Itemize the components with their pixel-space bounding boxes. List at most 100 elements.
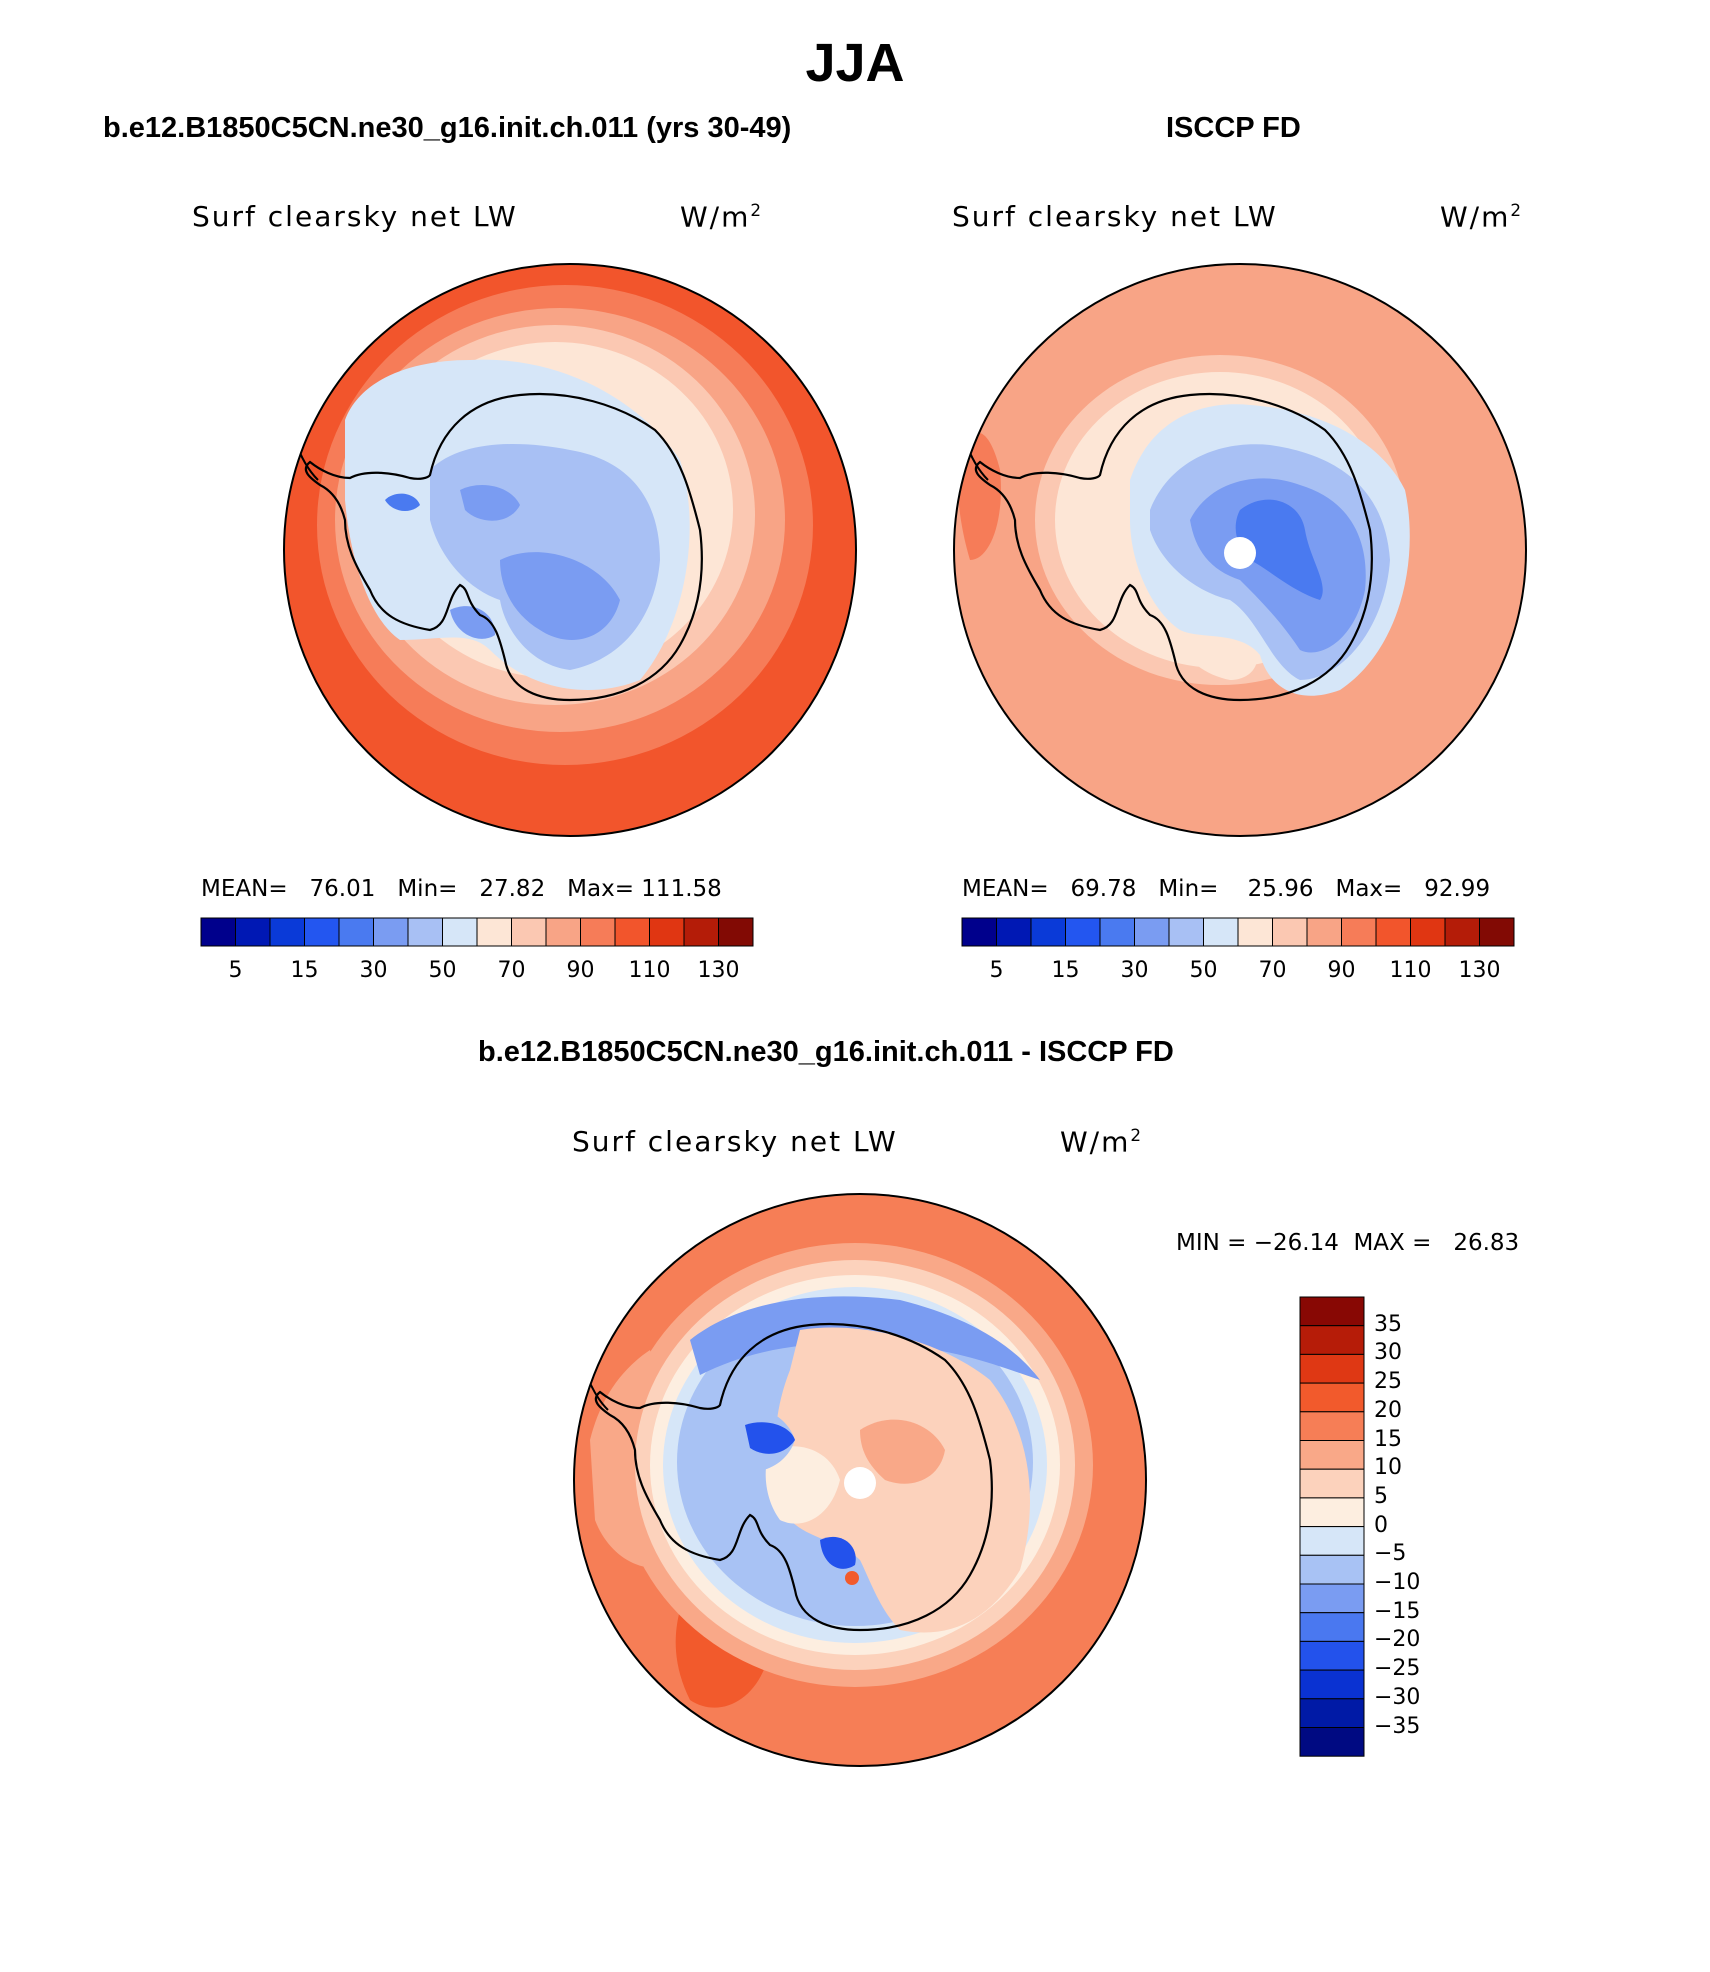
panel-2-colorbar-swatch — [1479, 917, 1515, 947]
panel-1-field-30b — [460, 485, 520, 521]
panel-2-colorbar-swatch — [1099, 917, 1135, 947]
panel-2-colorbar-swatch — [1134, 917, 1170, 947]
panel-3-colorbar-swatch — [1299, 1497, 1365, 1528]
panel-1-field-30 — [500, 552, 620, 640]
panel-3-map — [574, 1194, 1146, 1766]
panel-3-colorbar-tick-label: −20 — [1374, 1627, 1421, 1653]
panel-2-colorbar-swatch — [1306, 917, 1342, 947]
panel-1-colorbar-tick-label: 130 — [697, 958, 740, 983]
panel-1-colorbar-swatch — [269, 917, 305, 947]
panel-2-antarctica-coastline — [974, 392, 1373, 702]
panel-1-colorbar-tick-label: 15 — [290, 958, 319, 983]
panel-3-colorbar-swatch — [1299, 1440, 1365, 1470]
panel-2-colorbar-tick-label: 110 — [1389, 958, 1432, 983]
panel-3-ross-pos — [845, 1571, 859, 1585]
panel-2-colorbar-swatch — [1203, 917, 1239, 947]
panel-2-colorbar-swatch — [1272, 917, 1308, 947]
panel-2-colorbar-swatch — [1168, 917, 1204, 947]
panel-3-heading: b.e12.B1850C5CN.ne30_g16.init.ch.011 - I… — [478, 1036, 1174, 1068]
panel-1-antarctica-coastline — [304, 392, 703, 702]
panel-1-colorbar — [200, 917, 754, 947]
panel-2-colorbar-swatch — [1065, 917, 1101, 947]
panel-2-colorbar-tick-label: 130 — [1458, 958, 1501, 983]
panel-2-colorbar-tick-label: 15 — [1051, 958, 1080, 983]
panel-1-heading: b.e12.B1850C5CN.ne30_g16.init.ch.011 (yr… — [103, 112, 792, 144]
panel-2-variable-label: Surf clearsky net LW — [952, 200, 1278, 233]
panel-2-colorbar-swatch — [1341, 917, 1377, 947]
panel-1-colorbar-swatch — [649, 917, 685, 947]
panel-3-colorbar-swatch — [1299, 1325, 1365, 1355]
panel-3-colorbar-tick-label: −15 — [1374, 1598, 1421, 1624]
page-title: JJA — [805, 33, 905, 93]
panel-3-colorbar-tick-label: 10 — [1374, 1455, 1402, 1481]
panel-1-colorbar-swatch — [338, 917, 374, 947]
panel-1-stats: MEAN= 76.01 Min= 27.82 Max= 111.58 — [201, 876, 722, 902]
panel-1-colorbar-swatch — [235, 917, 271, 947]
panel-3-antarctica-coastline — [594, 1322, 993, 1632]
panel-2-colorbar-tick-label: 5 — [989, 958, 1004, 983]
panel-1-colorbar-swatch — [476, 917, 512, 947]
panel-3-variable-label: Surf clearsky net LW — [572, 1125, 898, 1158]
panel-1-colorbar-swatch — [718, 917, 754, 947]
panel-1-colorbar-swatch — [442, 917, 478, 947]
panel-3-colorbar-tick-label: −10 — [1374, 1570, 1421, 1595]
panel-2-heading: ISCCP FD — [1166, 112, 1301, 144]
panel-2-colorbar-tick-label: 70 — [1258, 958, 1287, 983]
panel-3-colorbar-tick-label: −30 — [1374, 1684, 1421, 1710]
panel-2-colorbar-swatch — [1375, 917, 1411, 947]
panel-2-colorbar-swatch — [1410, 917, 1446, 947]
panel-1-colorbar-swatch — [304, 917, 340, 947]
panel-3-colorbar-swatch — [1299, 1640, 1365, 1671]
panel-3-colorbar-swatch — [1299, 1526, 1365, 1556]
panel-2-units: W/m2 — [1440, 200, 1524, 234]
panel-3-colorbar-swatch — [1299, 1727, 1365, 1757]
panel-2-field-edge-70 — [1180, 640, 1258, 680]
panel-2-map — [954, 264, 1526, 836]
panel-1-colorbar-swatch — [511, 917, 547, 947]
panel-2-map-border — [953, 263, 1527, 837]
panel-3-colorbar-swatch — [1299, 1382, 1365, 1413]
panel-3-colorbar-swatch — [1299, 1612, 1365, 1642]
panel-3-map-border — [573, 1193, 1147, 1767]
panel-1-colorbar-tick-label: 5 — [228, 958, 243, 983]
panel-3-colorbar — [1299, 1296, 1365, 1757]
panel-3-colorbar-swatch — [1299, 1296, 1365, 1327]
panel-2-colorbar-swatch — [961, 917, 997, 947]
panel-1-colorbar-swatch — [200, 917, 236, 947]
panel-1-colorbar-swatch — [683, 917, 719, 947]
panel-3-pole-hole — [844, 1467, 876, 1499]
panel-3-colorbar-tick-label: 0 — [1374, 1512, 1388, 1538]
panel-3-colorbar-tick-label: 5 — [1374, 1483, 1388, 1509]
panel-3-colorbar-swatch — [1299, 1669, 1365, 1700]
panel-2-colorbar-swatch — [1237, 917, 1273, 947]
panel-3-colorbar-swatch — [1299, 1583, 1365, 1614]
panel-3-interior-10 — [860, 1419, 945, 1484]
panel-2-colorbar-tick-label: 30 — [1120, 958, 1149, 983]
panel-1-colorbar-tick-label: 50 — [428, 958, 457, 983]
panel-3-colorbar-tick-label: −35 — [1374, 1713, 1421, 1739]
panel-2-colorbar-swatch — [996, 917, 1032, 947]
panel-3-interior-neutral — [765, 1446, 840, 1524]
panel-2-colorbar-swatch — [1444, 917, 1480, 947]
panel-3-units: W/m2 — [1060, 1125, 1144, 1159]
panel-1-colorbar-swatch — [373, 917, 409, 947]
panel-3-colorbar-tick-label: 20 — [1374, 1397, 1402, 1423]
panel-1-colorbar-tick-label: 110 — [628, 958, 671, 983]
panel-1-colorbar-swatch — [614, 917, 650, 947]
panel-3-coast-neg20 — [745, 1422, 795, 1454]
panel-3-stats: MIN = −26.14 MAX = 26.83 — [1176, 1230, 1520, 1256]
panel-3-ross-neg — [820, 1536, 856, 1569]
panel-1-colorbar-swatch — [580, 917, 616, 947]
panel-3-colorbar-swatch — [1299, 1353, 1365, 1384]
panel-3-colorbar-swatch — [1299, 1411, 1365, 1442]
panel-1-colorbar-tick-label: 30 — [359, 958, 388, 983]
panel-3-colorbar-tick-label: 30 — [1374, 1340, 1402, 1366]
panel-1-colorbar-tick-label: 70 — [497, 958, 526, 983]
panel-1-map — [284, 264, 856, 836]
panel-3-colorbar-swatch — [1299, 1698, 1365, 1729]
panel-3-colorbar-swatch — [1299, 1554, 1365, 1585]
panel-2-colorbar — [961, 917, 1515, 947]
panel-1-field-25 — [385, 493, 420, 512]
panel-1-variable-label: Surf clearsky net LW — [192, 200, 518, 233]
